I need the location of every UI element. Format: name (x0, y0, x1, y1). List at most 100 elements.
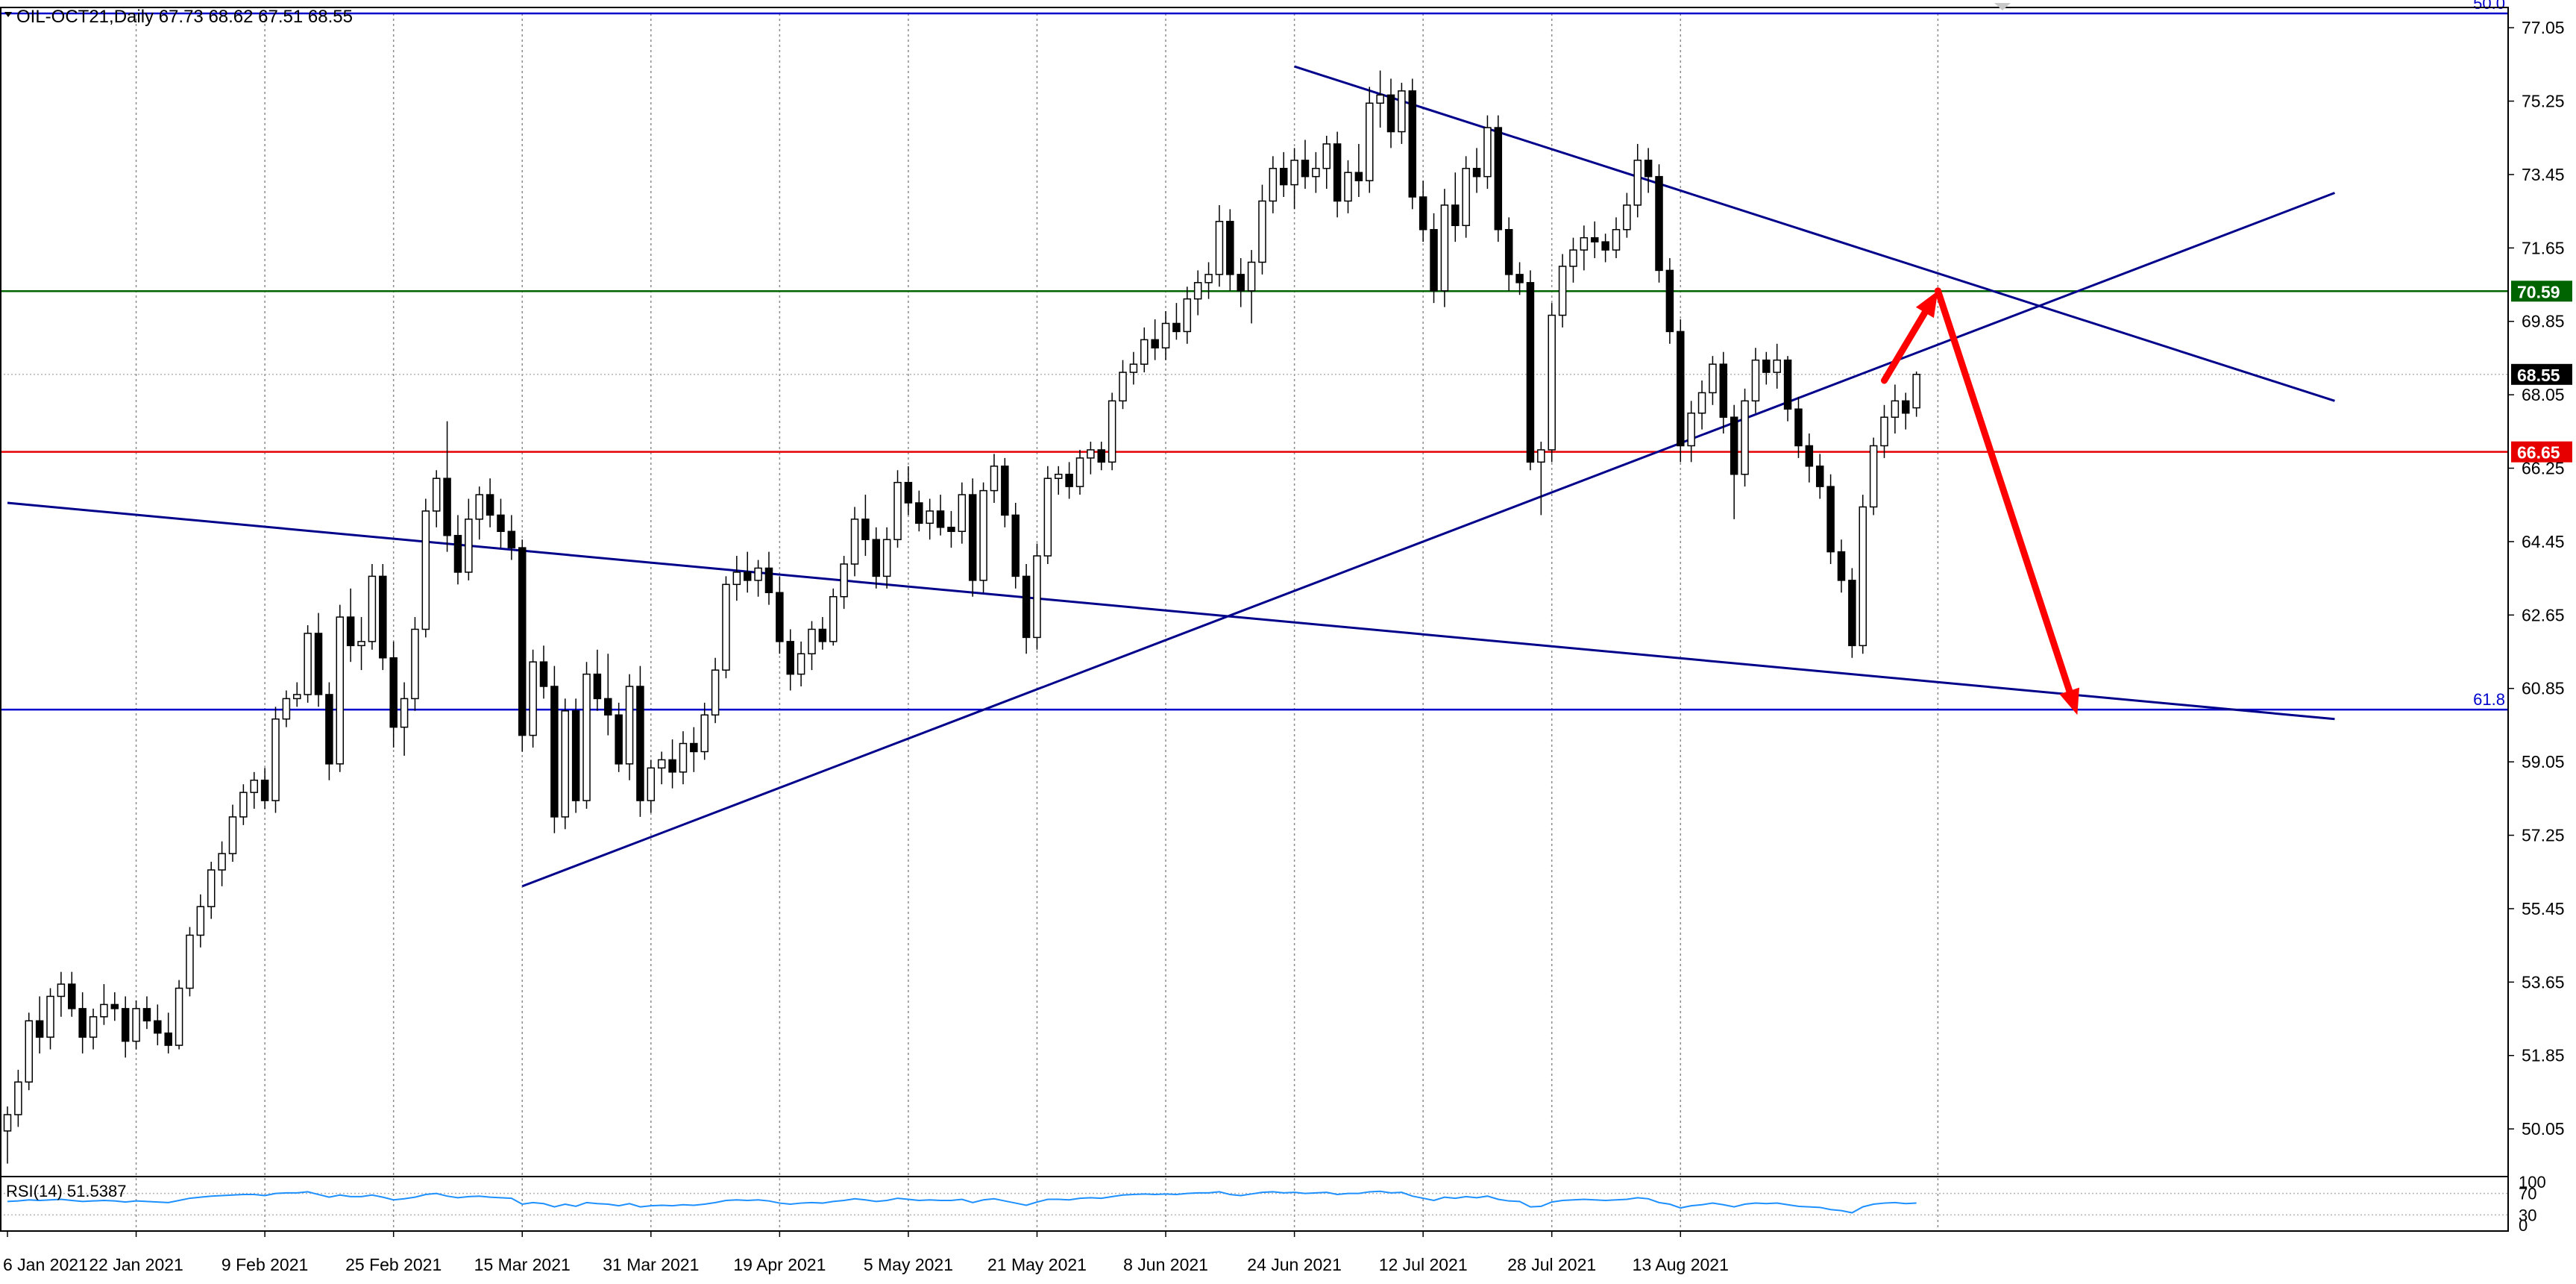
candle-body (1312, 167, 1320, 178)
candle-body (379, 575, 387, 659)
candle-body (593, 673, 602, 700)
time-axis[interactable]: 6 Jan 2021 22 Jan 2021 9 Feb 2021 25 Feb 20… (3, 1231, 1729, 1274)
candle-body (1129, 363, 1138, 373)
bull-candle (1462, 156, 1470, 238)
candle-body (443, 477, 451, 536)
bull-candle (132, 1000, 140, 1050)
bear-candle (1783, 356, 1792, 422)
candle-body (497, 514, 505, 533)
forecast-arrow[interactable] (1934, 287, 2080, 715)
bull-candle (1376, 70, 1384, 128)
bull-candle (1483, 115, 1492, 190)
candle-body (840, 563, 848, 598)
candle-body (293, 694, 301, 700)
price-tick-label: 73.45 (2522, 165, 2565, 184)
forecast-arrow[interactable] (1881, 290, 1938, 384)
bear-candle (1719, 351, 1728, 434)
bull-candle (1204, 262, 1213, 299)
bull-candle (657, 751, 666, 785)
candle-body (1386, 94, 1395, 133)
bull-candle (1709, 356, 1717, 405)
candle-body (615, 714, 623, 765)
price-tag-label: 70.59 (2517, 282, 2560, 301)
candle-body (732, 571, 741, 586)
bull-candle (228, 804, 237, 862)
candle-body (668, 759, 676, 773)
bear-candle (1601, 234, 1609, 263)
bull-candle (1269, 156, 1278, 213)
trendline-rising[interactable] (521, 192, 2335, 888)
candle-body (271, 718, 280, 801)
candle-body (1376, 94, 1384, 104)
bear-candle (325, 682, 333, 780)
candle-body (14, 1081, 22, 1115)
candle-body (882, 539, 891, 577)
bear-candle (1151, 319, 1159, 360)
candle-body (314, 633, 323, 695)
horizontal-levels[interactable]: 50.0 61.8 (0, 0, 2508, 711)
candle-body (1483, 127, 1492, 178)
candle-body (647, 767, 656, 801)
bull-candle (1912, 371, 1920, 417)
bear-candle (1408, 78, 1417, 210)
bear-candle (1011, 503, 1020, 589)
bull-candle (979, 482, 987, 593)
candle-body (1837, 551, 1846, 581)
bear-candle (164, 1012, 172, 1053)
candle-body (743, 571, 752, 581)
candle-body (1054, 473, 1063, 479)
candle-body (1590, 237, 1599, 242)
candles (3, 70, 1920, 1164)
bear-candle (872, 527, 881, 589)
candle-body (690, 742, 698, 753)
price-tags: 70.59 66.65 68.55 (2511, 281, 2572, 463)
time-tick-label: 28 Jul 2021 (1507, 1255, 1596, 1274)
bull-candle (271, 707, 280, 813)
bear-candle (68, 971, 76, 1017)
price-axis[interactable]: 77.0575.2573.4571.6569.8568.0566.2564.45… (2508, 18, 2565, 1235)
symbol-header: OIL-OCT21,Daily 67.73 68.62 67.51 68.55 (16, 7, 353, 27)
candle-body (947, 527, 955, 533)
bear-candle (260, 768, 269, 809)
rsi-pane[interactable] (0, 1190, 2508, 1216)
candle-body (346, 616, 355, 647)
bear-candle (1665, 258, 1674, 344)
candle-body (926, 510, 934, 524)
dropdown-triangle-icon[interactable] (4, 12, 12, 17)
chart-header: OIL-OCT21,Daily 67.73 68.62 67.51 68.55 (4, 3, 2011, 27)
candle-body (722, 583, 730, 671)
bear-candle (1515, 262, 1524, 295)
candle-body (561, 710, 570, 818)
bear-candle (1494, 115, 1503, 242)
candle-body (518, 547, 527, 736)
bear-candle (518, 539, 527, 752)
bear-candle (593, 649, 602, 711)
candle-body (1730, 416, 1738, 475)
trendlines[interactable] (7, 65, 2335, 888)
candle-body (818, 628, 827, 642)
candle-body (1087, 449, 1095, 459)
forecast-arrows[interactable] (1881, 287, 2080, 715)
bull-candle (1869, 437, 1878, 516)
bull-candle (207, 862, 216, 919)
candle-body (357, 641, 365, 647)
candle-body (368, 575, 377, 642)
rsi-tick-label: 100 (2519, 1173, 2546, 1191)
bull-candle (797, 641, 805, 686)
trendline-lower-falling[interactable] (7, 501, 2335, 721)
time-tick-label: 5 May 2021 (864, 1255, 953, 1274)
forecast-arrow-shaft (1934, 287, 2073, 695)
trendline-upper-falling[interactable] (1294, 65, 2335, 402)
bull-candle (850, 507, 859, 577)
bull-candle (679, 731, 688, 785)
candle-body (1751, 359, 1760, 402)
price-pane[interactable]: 50.0 61.8 (0, 0, 2508, 1164)
rsi-line[interactable] (7, 1190, 1917, 1214)
candle-body (132, 1008, 140, 1042)
bear-candle (1644, 148, 1653, 193)
bear-candle (604, 654, 612, 736)
bear-candle (1837, 539, 1846, 593)
candle-body (282, 698, 291, 720)
candle-body (1269, 167, 1278, 202)
